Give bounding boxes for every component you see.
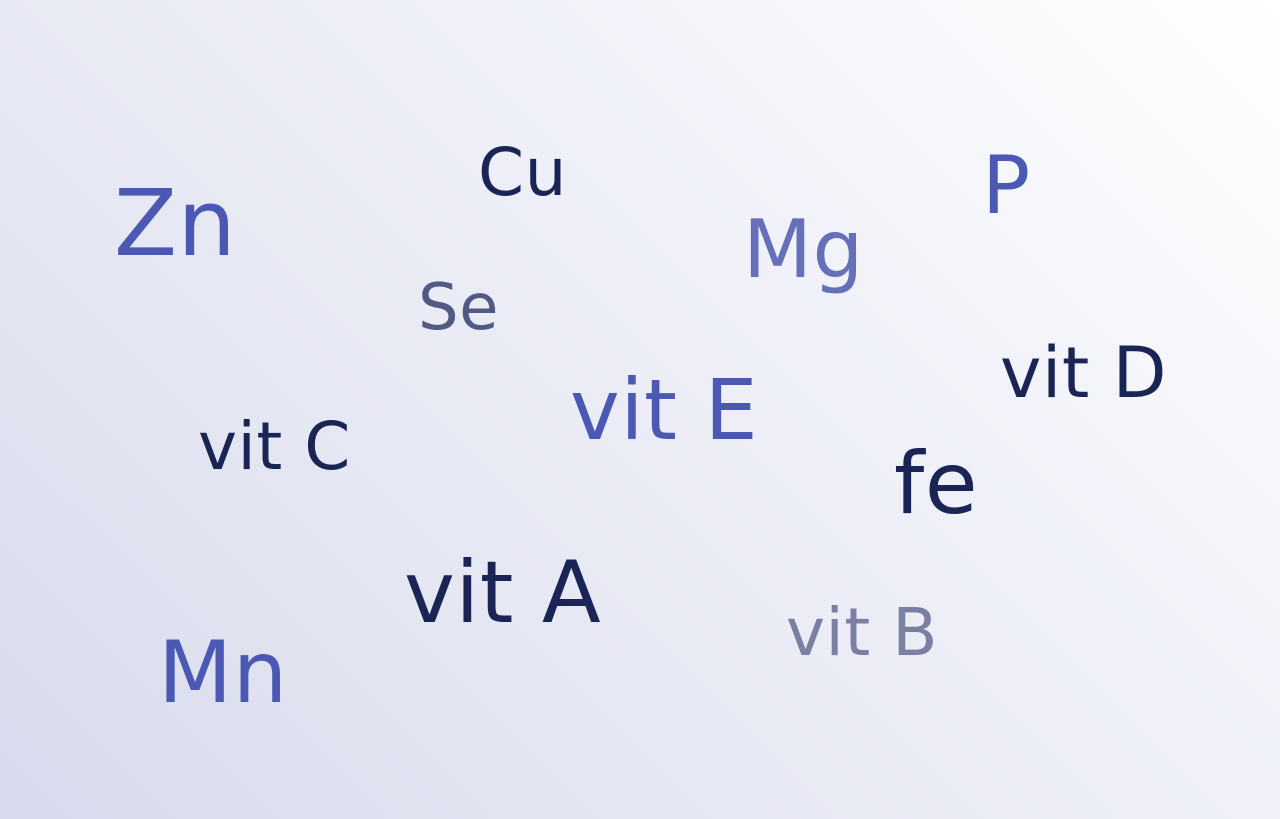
word-vit-d: vit D: [1000, 332, 1167, 414]
word-zn: Zn: [114, 170, 237, 277]
word-cu: Cu: [478, 134, 567, 211]
word-vit-c: vit C: [198, 408, 351, 485]
word-mn: Mn: [158, 623, 288, 723]
word-mg: Mg: [743, 203, 864, 296]
word-vit-e: vit E: [570, 361, 759, 459]
word-se: Se: [418, 271, 499, 345]
word-vit-b: vit B: [786, 594, 939, 671]
word-vit-a: vit A: [404, 543, 602, 643]
word-fe: fe: [894, 434, 979, 534]
word-p: P: [982, 139, 1031, 232]
